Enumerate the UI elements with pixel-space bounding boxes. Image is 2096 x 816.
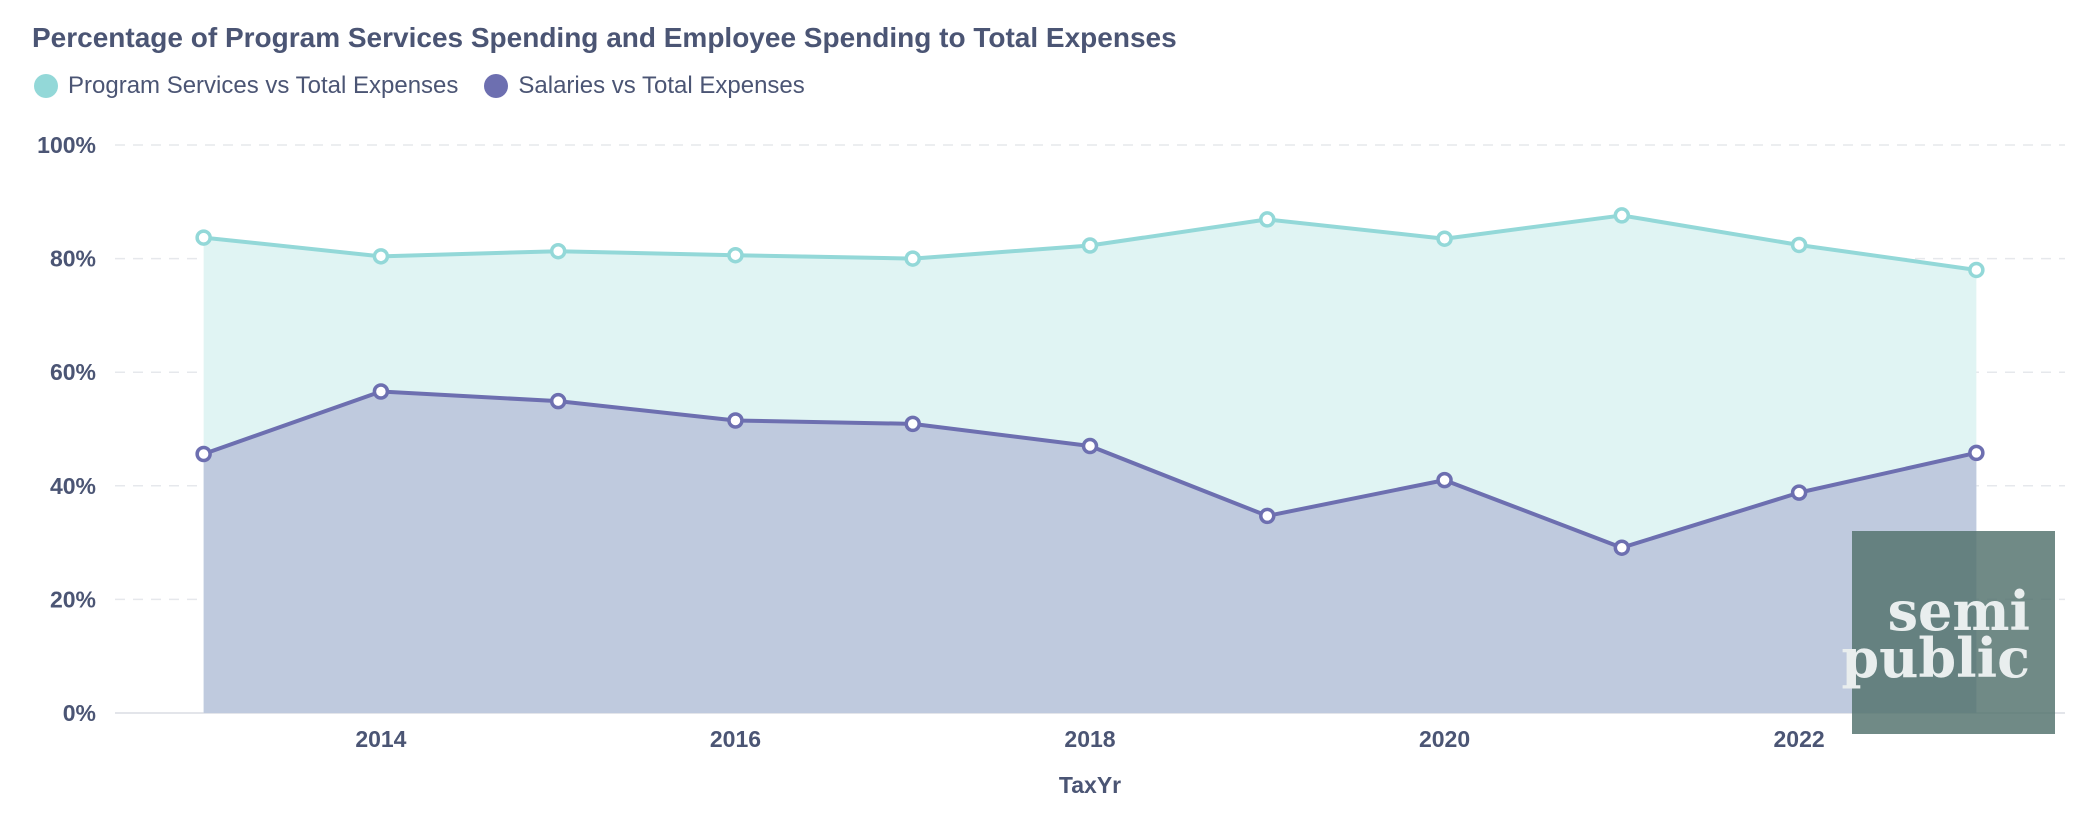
data-point-program-services [1436,230,1453,247]
data-point-program-services [195,229,212,246]
watermark-text-line1: semi [1888,579,2030,643]
data-point-salaries [727,412,744,429]
y-tick-label: 40% [50,473,96,499]
data-point-salaries [1081,437,1099,455]
y-tick-label: 80% [50,246,96,272]
x-tick-label: 2018 [1064,726,1115,752]
data-point-program-services [1613,207,1631,224]
watermark-text-line2: public [1841,626,2030,690]
legend-item-salaries[interactable]: Salaries vs Total Expenses [484,72,805,100]
data-point-program-services [1790,236,1808,254]
x-tick-label: 2020 [1419,726,1470,752]
data-point-program-services [1081,237,1099,254]
data-point-salaries [1968,444,1985,462]
data-point-program-services [372,248,390,265]
data-point-salaries [549,392,567,410]
y-tick-label: 20% [50,586,96,612]
x-axis-title: TaxYr [1059,772,1121,798]
data-point-program-services [727,246,744,264]
legend-item-program-services[interactable]: Program Services vs Total Expenses [34,72,458,100]
data-point-salaries [904,415,921,433]
data-point-program-services [904,250,921,267]
y-tick-label: 0% [63,700,96,726]
legend: Program Services vs Total Expenses Salar… [34,72,831,100]
data-point-salaries [1790,484,1808,501]
x-tick-label: 2016 [710,726,761,752]
data-point-program-services [1259,211,1276,228]
y-tick-label: 60% [50,359,96,385]
legend-label-salaries: Salaries vs Total Expenses [518,72,805,99]
data-point-program-services [1968,261,1985,279]
watermark-logo [1852,531,2055,734]
data-point-salaries [1436,471,1453,489]
x-tick-label: 2022 [1774,726,1825,752]
area-salaries [203,391,1977,713]
chart-title: Percentage of Program Services Spending … [32,22,1177,53]
data-point-salaries [1259,507,1276,525]
legend-swatch-salaries [484,74,509,98]
data-point-program-services [549,242,567,260]
legend-label-program-services: Program Services vs Total Expenses [68,72,459,99]
x-tick-label: 2014 [355,726,406,752]
data-point-salaries [1613,539,1631,556]
y-tick-label: 100% [37,132,96,158]
data-point-salaries [195,445,212,463]
data-point-salaries [372,383,390,400]
legend-swatch-program-services [34,74,58,98]
